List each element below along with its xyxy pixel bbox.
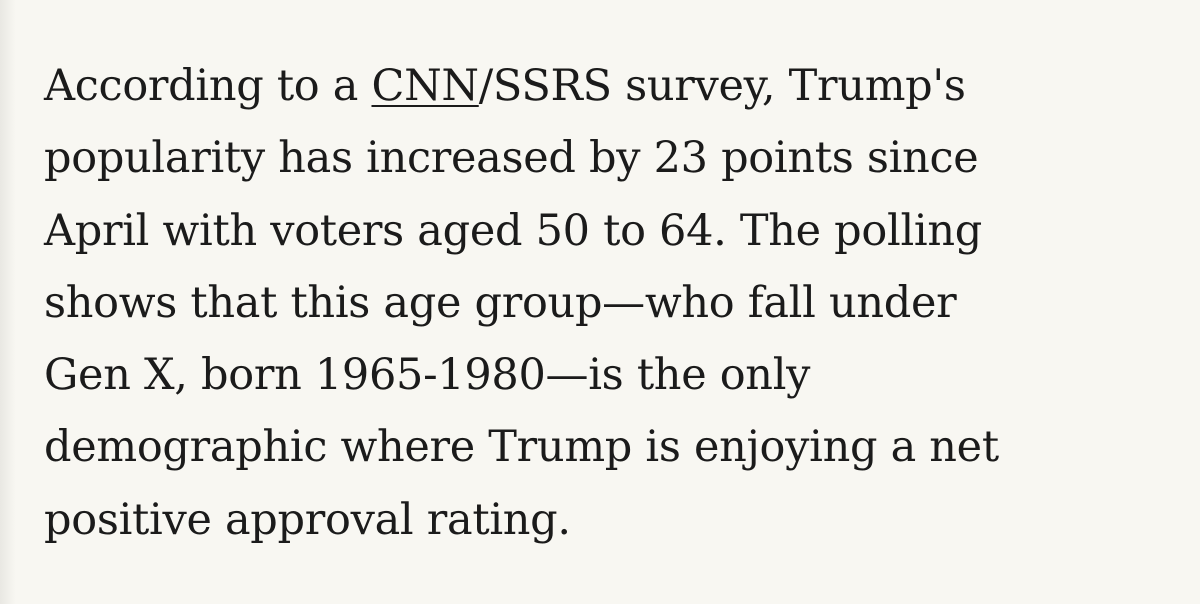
paragraph-line-2: popularity has increased by 23 points si… [44, 133, 979, 184]
paragraph-line-3: April with voters aged 50 to 64. The pol… [44, 205, 982, 256]
paragraph-line-4: shows that this age group—who fall under [44, 277, 957, 328]
paragraph-line-5: Gen X, born 1965-1980—is the only [44, 350, 811, 401]
cnn-source-link[interactable]: CNN [371, 61, 479, 111]
paragraph-line-7: positive approval rating. [44, 494, 571, 545]
page-edge-shadow [0, 0, 16, 604]
line-1-text-before-link: According to a [44, 61, 372, 111]
line-1-text-after-link: /SSRS survey, Trump's [478, 61, 966, 111]
article-paragraph: According to a CNN/SSRS survey, Trump's … [44, 50, 1174, 556]
paragraph-line-6: demographic where Trump is enjoying a ne… [44, 422, 999, 473]
paragraph-line-1: According to a CNN/SSRS survey, Trump's [44, 50, 1174, 122]
